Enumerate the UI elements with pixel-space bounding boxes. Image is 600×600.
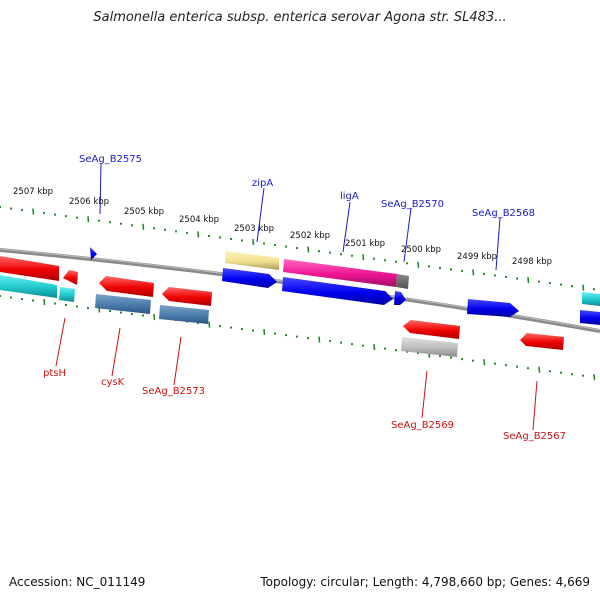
feature-blue-small[interactable] bbox=[394, 291, 406, 305]
gene-label[interactable]: SeAg_B2568 bbox=[472, 208, 535, 219]
major-tick bbox=[307, 246, 310, 253]
major-tick bbox=[32, 208, 35, 215]
feature-blue-large[interactable] bbox=[282, 277, 393, 305]
accession-text: Accession: NC_011149 bbox=[9, 575, 146, 589]
feature-steel-B2573[interactable] bbox=[159, 305, 209, 324]
major-tick bbox=[483, 359, 486, 366]
feature-cyan-ptsH[interactable] bbox=[59, 287, 75, 302]
gene-label[interactable]: SeAg_B2567 bbox=[503, 431, 566, 442]
feature-pink-ligA[interactable] bbox=[283, 259, 397, 287]
scale-label: 2502 kbp bbox=[290, 231, 330, 241]
major-tick bbox=[593, 374, 596, 381]
major-tick bbox=[43, 298, 46, 306]
feature-red-B2567[interactable] bbox=[520, 333, 564, 350]
label-leaders bbox=[55, 163, 538, 431]
feature-blue-edge[interactable] bbox=[580, 310, 600, 325]
gene-label[interactable]: SeAg_B2570 bbox=[381, 199, 444, 210]
major-tick bbox=[263, 329, 266, 336]
scale-label: 2500 kbp bbox=[401, 245, 441, 255]
leader-B2569 bbox=[421, 370, 428, 419]
feature-red-edge[interactable] bbox=[0, 256, 59, 281]
major-tick bbox=[527, 276, 530, 284]
leader-B2573 bbox=[173, 336, 182, 386]
major-tick bbox=[472, 269, 475, 276]
feature-blue-B2568[interactable] bbox=[467, 299, 519, 317]
reverse-strand-features bbox=[0, 256, 564, 357]
feature-steel-cysK[interactable] bbox=[95, 294, 151, 314]
feature-red-cysK[interactable] bbox=[99, 276, 154, 297]
gene-label[interactable]: zipA bbox=[252, 178, 273, 189]
leader-zipA bbox=[256, 187, 265, 243]
feature-gray-small[interactable] bbox=[396, 274, 409, 289]
major-tick bbox=[252, 238, 255, 246]
scale-label: 2501 kbp bbox=[345, 239, 385, 249]
gene-label[interactable]: ptsH bbox=[43, 368, 66, 379]
major-tick bbox=[87, 216, 90, 223]
leader-B2567 bbox=[532, 380, 538, 431]
gene-labels-bottom: ptsH cysK SeAg_B2573 SeAg_B2569 SeAg_B25… bbox=[43, 368, 566, 442]
feature-red-B2573[interactable] bbox=[162, 287, 212, 306]
feature-gray-B2569[interactable] bbox=[401, 337, 458, 357]
gene-labels-top: SeAg_B2575 zipA ligA SeAg_B2570 SeAg_B25… bbox=[79, 154, 535, 219]
outer-scale-ring bbox=[0, 206, 595, 291]
topology-summary: Topology: circular; Length: 4,798,660 bp… bbox=[260, 575, 590, 589]
feature-khaki[interactable] bbox=[225, 251, 279, 270]
gene-label[interactable]: ligA bbox=[340, 191, 359, 202]
leader-ligA bbox=[342, 201, 351, 253]
major-tick bbox=[582, 284, 585, 291]
feature-blue-zipA[interactable] bbox=[222, 268, 277, 288]
major-tick bbox=[538, 366, 541, 373]
major-tick bbox=[373, 344, 376, 351]
major-tick bbox=[417, 261, 420, 268]
scale-label: 2506 kbp bbox=[69, 197, 109, 207]
scale-label: 2499 kbp bbox=[457, 252, 497, 262]
leader-B2575 bbox=[99, 163, 102, 215]
gene-label[interactable]: SeAg_B2569 bbox=[391, 420, 454, 431]
leader-B2570 bbox=[403, 207, 412, 263]
major-tick bbox=[153, 313, 156, 321]
leader-B2568 bbox=[495, 217, 501, 271]
major-tick bbox=[197, 231, 200, 238]
scale-label: 2504 kbp bbox=[179, 215, 219, 225]
feature-cyan-edge-left[interactable] bbox=[0, 275, 57, 298]
forward-strand-features bbox=[90, 247, 600, 325]
leader-cysK bbox=[111, 327, 121, 377]
gene-label[interactable]: SeAg_B2573 bbox=[142, 386, 205, 397]
map-title: Salmonella enterica subsp. enterica sero… bbox=[93, 10, 507, 25]
feature-red-ptsH[interactable] bbox=[63, 270, 78, 285]
gene-label[interactable]: SeAg_B2575 bbox=[79, 154, 142, 165]
major-tick bbox=[142, 223, 145, 230]
gene-label[interactable]: cysK bbox=[101, 377, 125, 388]
major-tick bbox=[318, 336, 321, 343]
major-tick bbox=[362, 254, 365, 261]
scale-labels: 2507 kbp 2506 kbp 2505 kbp 2504 kbp 2503… bbox=[13, 187, 552, 267]
scale-label: 2505 kbp bbox=[124, 207, 164, 217]
feature-cyan-edge[interactable] bbox=[582, 292, 600, 306]
leader-ptsH bbox=[55, 317, 66, 367]
scale-label: 2507 kbp bbox=[13, 187, 53, 197]
feature-blue-tiny[interactable] bbox=[90, 247, 97, 260]
scale-label: 2498 kbp bbox=[512, 257, 552, 267]
scale-label: 2503 kbp bbox=[234, 224, 274, 234]
major-tick bbox=[208, 321, 211, 328]
feature-red-B2569[interactable] bbox=[403, 320, 460, 339]
